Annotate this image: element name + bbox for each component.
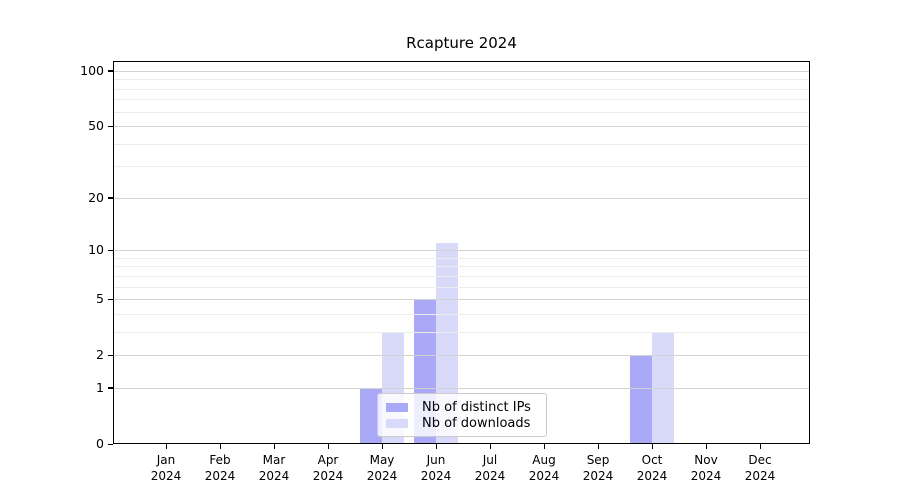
x-tick-label: May 2024 — [366, 453, 398, 483]
y-tick-label: 100 — [80, 62, 104, 78]
x-tick-label: Jan 2024 — [150, 453, 182, 483]
y-tick-label: 0 — [96, 436, 104, 451]
legend: Nb of distinct IPs Nb of downloads — [377, 393, 547, 437]
x-tick-label: Aug 2024 — [528, 453, 560, 483]
plot-frame — [113, 61, 810, 444]
minor-gridline — [114, 166, 809, 167]
y-tick-mark — [108, 298, 113, 300]
legend-swatch-distinct-ips-icon — [386, 402, 408, 412]
y-tick-mark — [108, 197, 113, 199]
minor-gridline — [114, 99, 809, 100]
y-tick-label: 2 — [96, 347, 104, 363]
x-tick-label: Jul 2024 — [474, 453, 506, 483]
y-tick-mark — [108, 70, 113, 72]
minor-gridline — [114, 112, 809, 113]
major-gridline — [114, 299, 809, 300]
minor-gridline — [114, 314, 809, 315]
major-gridline — [114, 355, 809, 356]
major-gridline — [114, 126, 809, 127]
minor-gridline — [114, 258, 809, 259]
x-tick-mark — [706, 444, 708, 449]
y-tick-mark — [108, 387, 113, 389]
minor-gridline — [114, 332, 809, 333]
legend-label-downloads: Nb of downloads — [422, 415, 531, 431]
bar-distinct-ips — [360, 387, 382, 444]
x-tick-mark — [544, 444, 546, 449]
y-tick-label: 10 — [88, 242, 104, 258]
minor-gridline — [114, 144, 809, 145]
y-tick-mark — [108, 443, 113, 445]
y-tick-label: 50 — [88, 118, 104, 134]
legend-item-downloads: Nb of downloads — [386, 415, 538, 431]
x-tick-mark — [220, 444, 222, 449]
major-gridline — [114, 71, 809, 72]
major-gridline — [114, 198, 809, 199]
minor-gridline — [114, 89, 809, 90]
x-tick-label: Oct 2024 — [636, 453, 668, 483]
minor-gridline — [114, 276, 809, 277]
chart-title: Rcapture 2024 — [406, 34, 517, 52]
x-tick-mark — [490, 444, 492, 449]
minor-gridline — [114, 287, 809, 288]
bar-distinct-ips — [630, 355, 652, 444]
x-tick-mark — [760, 444, 762, 449]
y-tick-label: 20 — [88, 189, 104, 205]
x-tick-label: Mar 2024 — [258, 453, 290, 483]
minor-gridline — [114, 79, 809, 80]
x-tick-mark — [274, 444, 276, 449]
x-tick-label: Jun 2024 — [420, 453, 452, 483]
y-tick-mark — [108, 125, 113, 127]
x-tick-label: Sep 2024 — [582, 453, 614, 483]
x-tick-mark — [652, 444, 654, 449]
x-tick-mark — [166, 444, 168, 449]
major-gridline — [114, 388, 809, 389]
x-tick-label: Nov 2024 — [690, 453, 722, 483]
bar-downloads — [652, 331, 674, 444]
legend-label-distinct-ips: Nb of distinct IPs — [422, 399, 531, 415]
major-gridline — [114, 250, 809, 251]
minor-gridline — [114, 266, 809, 267]
x-tick-mark — [598, 444, 600, 449]
x-tick-mark — [328, 444, 330, 449]
x-tick-label: Feb 2024 — [204, 453, 236, 483]
legend-swatch-downloads-icon — [386, 418, 408, 428]
x-tick-label: Dec 2024 — [744, 453, 776, 483]
x-tick-mark — [382, 444, 384, 449]
x-tick-label: Apr 2024 — [312, 453, 344, 483]
y-tick-mark — [108, 354, 113, 356]
y-tick-mark — [108, 249, 113, 251]
x-tick-mark — [436, 444, 438, 449]
legend-item-distinct-ips: Nb of distinct IPs — [386, 399, 538, 415]
y-tick-label: 5 — [96, 291, 104, 307]
y-tick-label: 1 — [96, 379, 104, 395]
